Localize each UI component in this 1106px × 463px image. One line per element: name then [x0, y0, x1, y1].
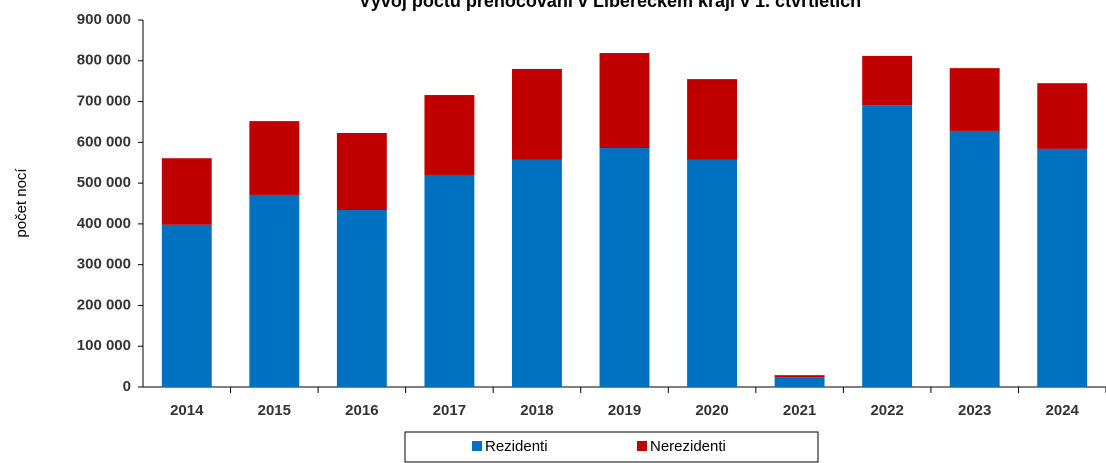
bar-segment	[336, 210, 387, 387]
y-tick-label: 0	[123, 378, 131, 395]
bar-segment	[249, 194, 300, 387]
bar-segment	[774, 375, 825, 378]
bar-segment	[249, 121, 300, 195]
legend-swatch	[472, 441, 482, 451]
bar-segment	[599, 148, 650, 387]
x-tick-label: 2020	[695, 402, 728, 419]
y-tick-label: 300 000	[77, 256, 131, 273]
x-tick-label: 2019	[608, 402, 641, 419]
y-tick-label: 800 000	[77, 52, 131, 69]
bar-segment	[1037, 83, 1088, 149]
bar-segment	[949, 130, 1000, 387]
bar-segment	[336, 132, 387, 211]
chart-title: Vývoj počtu přenocování v Libereckém kra…	[359, 0, 861, 11]
legend-label: Rezidenti	[485, 438, 548, 455]
y-axis-label: počet nocí	[13, 168, 30, 238]
bar-segment	[774, 377, 825, 387]
x-tick-label: 2021	[783, 402, 816, 419]
x-tick-label: 2015	[258, 402, 291, 419]
bar-segment	[512, 68, 562, 160]
bar-segment	[599, 53, 650, 149]
bar-segment	[161, 158, 212, 225]
bar-segment	[687, 79, 737, 160]
bar-segment	[424, 95, 475, 175]
bar-segment	[424, 174, 475, 387]
y-tick-label: 900 000	[77, 11, 131, 28]
legend-label: Nerezidenti	[650, 438, 726, 455]
y-tick-label: 500 000	[77, 174, 131, 191]
x-tick-label: 2014	[170, 402, 204, 419]
y-tick-label: 600 000	[77, 133, 131, 150]
bar-segment	[687, 159, 737, 387]
bar-segment	[161, 224, 212, 387]
x-tick-label: 2018	[520, 402, 553, 419]
y-tick-label: 100 000	[77, 337, 131, 354]
legend-swatch	[637, 441, 647, 451]
bar-segment	[949, 68, 1000, 131]
y-tick-label: 200 000	[77, 296, 131, 313]
bar-segment	[512, 159, 562, 387]
x-tick-label: 2024	[1046, 402, 1080, 419]
legend-box	[404, 431, 819, 463]
x-tick-label: 2022	[870, 402, 903, 419]
x-tick-label: 2017	[433, 402, 466, 419]
bar-segment	[862, 105, 913, 387]
x-tick-label: 2016	[345, 402, 378, 419]
bar-segment	[1037, 148, 1088, 387]
x-tick-label: 2023	[958, 402, 991, 419]
bar-segment	[862, 55, 913, 106]
y-tick-label: 700 000	[77, 93, 131, 110]
y-tick-label: 400 000	[77, 215, 131, 232]
